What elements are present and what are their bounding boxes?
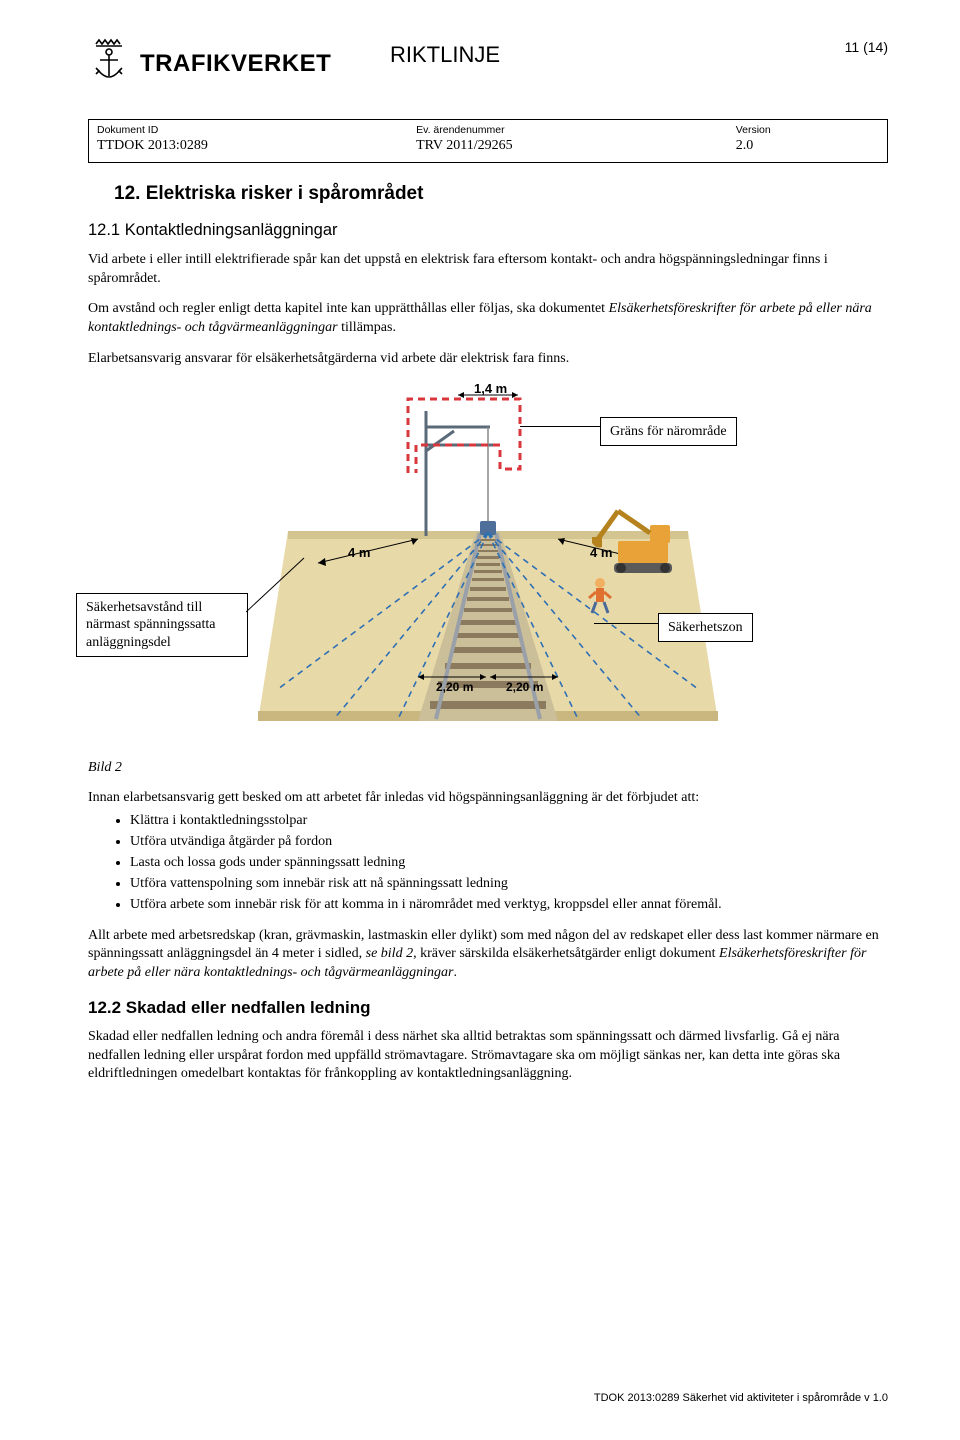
- meta-label-version: Version: [736, 123, 879, 137]
- callout-line-left: [246, 556, 306, 616]
- org-logo-block: TRAFIKVERKET: [88, 38, 331, 91]
- bild2-intro: Innan elarbetsansvarig gett besked om at…: [88, 789, 888, 808]
- meta-val-docid: TTDOK 2013:0289: [97, 137, 400, 156]
- bild2-after-c: .: [454, 965, 458, 980]
- meta-table: Dokument ID TTDOK 2013:0289 Ev. ärendenu…: [88, 119, 888, 163]
- list-item: Utföra vattenspolning som innebär risk a…: [130, 875, 888, 894]
- heading-12: 12. Elektriska risker i spårområdet: [114, 181, 888, 207]
- crown-anchor-icon: [88, 38, 130, 91]
- bild2-after: Allt arbete med arbetsredskap (kran, grä…: [88, 927, 888, 983]
- dim-4m-left: 4 m: [348, 545, 370, 560]
- meta-val-version: 2.0: [736, 137, 879, 156]
- doc-type: RIKTLINJE: [390, 40, 500, 70]
- safety-zone-diagram: 1,4 m 4 m 4 m 2,20 m: [88, 381, 888, 741]
- para-12-1-1: Vid arbete i eller intill elektrifierade…: [88, 251, 888, 289]
- list-item: Utföra utvändiga åtgärder på fordon: [130, 833, 888, 852]
- callout-near-area: Gräns för närområde: [600, 417, 737, 447]
- para-12-1-2b: tillämpas.: [338, 320, 396, 335]
- para-12-1-2a: Om avstånd och regler enligt detta kapit…: [88, 301, 609, 316]
- org-name: TRAFIKVERKET: [140, 48, 331, 80]
- dim-220-right: 2,20 m: [506, 680, 543, 694]
- prohibited-list: Klättra i kontaktledningsstolpar Utföra …: [130, 812, 888, 914]
- para-12-1-2: Om avstånd och regler enligt detta kapit…: [88, 300, 888, 338]
- meta-val-case: TRV 2011/29265: [416, 137, 720, 156]
- page-indicator: 11 (14): [845, 38, 888, 57]
- list-item: Utföra arbete som innebär risk för att k…: [130, 896, 888, 915]
- bild2-after-i1: se bild 2: [366, 946, 413, 961]
- dim-220-left: 2,20 m: [436, 680, 473, 694]
- heading-12-1: 12.1 Kontaktledningsanläggningar: [88, 219, 888, 241]
- meta-label-docid: Dokument ID: [97, 123, 400, 137]
- list-item: Lasta och lossa gods under spänningssatt…: [130, 854, 888, 873]
- callout-line-right: [594, 623, 658, 624]
- bild2-after-b: , kräver särskilda elsäkerhetsåtgärder e…: [413, 946, 719, 961]
- callout-safety-zone: Säkerhetszon: [658, 613, 753, 643]
- para-12-2-1: Skadad eller nedfallen ledning och andra…: [88, 1028, 888, 1084]
- callout-line-top: [520, 426, 600, 427]
- page-footer: TDOK 2013:0289 Säkerhet vid aktiviteter …: [594, 1391, 888, 1406]
- meta-label-case: Ev. ärendenummer: [416, 123, 720, 137]
- para-12-1-3: Elarbetsansvarig ansvarar för elsäkerhet…: [88, 350, 888, 369]
- dim-top-label: 1,4 m: [474, 381, 507, 396]
- callout-safety-distance: Säkerhetsavstånd till närmast spänningss…: [76, 593, 248, 658]
- heading-12-2: 12.2 Skadad eller nedfallen ledning: [88, 997, 888, 1020]
- list-item: Klättra i kontaktledningsstolpar: [130, 812, 888, 831]
- figure-caption: Bild 2: [88, 759, 888, 778]
